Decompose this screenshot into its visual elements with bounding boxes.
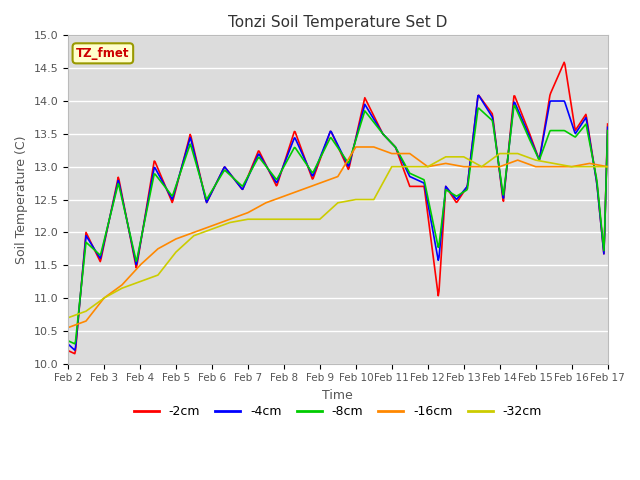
-8cm — [64, 338, 72, 344]
Line: -8cm: -8cm — [68, 106, 607, 344]
-16cm — [182, 232, 190, 238]
-16cm — [436, 162, 444, 168]
-16cm — [352, 144, 360, 150]
-2cm — [71, 351, 79, 357]
-32cm — [435, 157, 443, 163]
-2cm — [604, 121, 611, 127]
-8cm — [556, 128, 563, 133]
-32cm — [330, 204, 337, 210]
-32cm — [64, 315, 72, 321]
-2cm — [555, 72, 563, 77]
-8cm — [510, 103, 518, 108]
-2cm — [330, 135, 338, 141]
-16cm — [330, 175, 337, 181]
-32cm — [206, 227, 214, 233]
-16cm — [555, 164, 563, 169]
-16cm — [64, 325, 72, 331]
Line: -16cm: -16cm — [68, 147, 607, 328]
Line: -2cm: -2cm — [68, 62, 607, 354]
-4cm — [207, 192, 214, 198]
-2cm — [64, 348, 72, 353]
Title: Tonzi Soil Temperature Set D: Tonzi Soil Temperature Set D — [228, 15, 447, 30]
Line: -32cm: -32cm — [68, 154, 607, 318]
-2cm — [436, 276, 444, 282]
-2cm — [207, 192, 214, 198]
-8cm — [383, 135, 390, 141]
-32cm — [496, 151, 504, 156]
-4cm — [71, 348, 79, 353]
-4cm — [383, 135, 390, 141]
-4cm — [436, 246, 444, 252]
-32cm — [555, 161, 563, 167]
-2cm — [560, 60, 568, 65]
-8cm — [604, 128, 611, 133]
Line: -4cm: -4cm — [68, 96, 607, 350]
-4cm — [64, 341, 72, 347]
-32cm — [382, 175, 390, 180]
-4cm — [475, 93, 483, 98]
-8cm — [183, 150, 191, 156]
Legend: -2cm, -4cm, -8cm, -16cm, -32cm: -2cm, -4cm, -8cm, -16cm, -32cm — [129, 400, 547, 423]
Text: TZ_fmet: TZ_fmet — [76, 47, 130, 60]
-16cm — [604, 164, 611, 169]
X-axis label: Time: Time — [323, 389, 353, 402]
-2cm — [183, 143, 191, 149]
-32cm — [604, 164, 611, 169]
-8cm — [330, 139, 338, 145]
-4cm — [604, 124, 611, 130]
-32cm — [182, 240, 190, 245]
-8cm — [71, 341, 79, 347]
-16cm — [383, 149, 390, 155]
-8cm — [207, 190, 214, 196]
-16cm — [206, 224, 214, 229]
-4cm — [556, 98, 563, 104]
-2cm — [383, 135, 390, 141]
-8cm — [436, 236, 444, 242]
Y-axis label: Soil Temperature (C): Soil Temperature (C) — [15, 135, 28, 264]
-4cm — [183, 145, 191, 151]
-4cm — [330, 134, 338, 140]
